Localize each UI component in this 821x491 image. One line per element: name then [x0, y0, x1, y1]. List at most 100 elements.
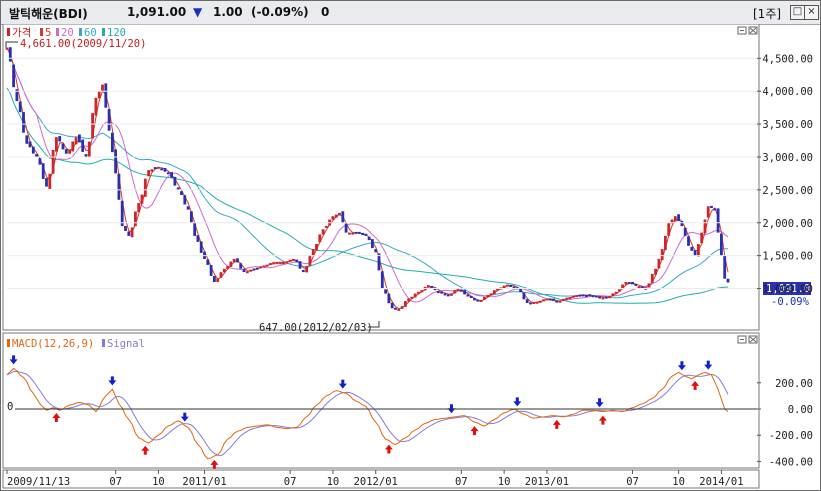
candle	[693, 250, 697, 256]
candle	[469, 296, 473, 298]
candle	[641, 286, 644, 289]
title-bar: 발틱해운(BDI) 1,091.00 ▼ 1.00 (-0.09%) 0 [1주…	[1, 1, 820, 25]
macd-tick-label: 0.00	[788, 404, 813, 416]
legend-ma20: 20	[61, 27, 74, 39]
candle	[565, 297, 569, 300]
candle	[41, 163, 45, 179]
candle	[364, 233, 368, 236]
candle	[371, 239, 374, 249]
candle	[377, 253, 381, 271]
close-icon[interactable]: ×	[804, 5, 819, 20]
macd-zero-label: 0	[7, 401, 13, 413]
period-button[interactable]: [1주]	[753, 7, 782, 21]
legend-ma120: 120	[107, 27, 126, 39]
candle	[677, 214, 680, 222]
candle	[143, 178, 147, 197]
candle	[321, 229, 325, 235]
x-tick-label: 10	[672, 476, 685, 488]
candle	[245, 271, 249, 274]
candle	[5, 47, 9, 50]
candle	[255, 267, 259, 270]
price-tick-label: 3,500.00	[762, 119, 813, 131]
ma5-legend-swatch	[40, 28, 43, 36]
candle	[525, 299, 529, 303]
price-change-percent: (-0.09%)	[251, 5, 309, 19]
low-annotation: 647.00(2012/02/03)	[259, 321, 380, 334]
candle	[723, 256, 727, 279]
candle	[249, 269, 252, 272]
candle	[127, 231, 131, 236]
candle	[183, 195, 187, 205]
candle	[97, 91, 101, 99]
candle	[150, 169, 154, 172]
candle	[687, 236, 690, 246]
low-pointer-icon	[368, 321, 380, 328]
price-panel-controls[interactable]	[737, 26, 758, 35]
price-legend-swatch	[7, 28, 10, 36]
candle	[654, 268, 657, 275]
candle	[259, 266, 262, 269]
maximize-icon[interactable]: □	[790, 5, 805, 20]
axes: 4,500.00 4,000.00 3,500.00 3,000.00 2,500.00…	[6, 53, 813, 488]
candle	[608, 296, 611, 299]
macd-tick-label: 200.00	[775, 378, 813, 390]
price-tick-label: 1,500.00	[762, 251, 813, 263]
candle	[134, 211, 137, 227]
candle	[367, 236, 371, 241]
candle	[664, 235, 667, 251]
candle	[275, 262, 279, 265]
candle	[8, 47, 12, 62]
candle	[190, 211, 193, 223]
candle	[404, 301, 407, 307]
legend-signal: Signal	[107, 338, 145, 350]
x-tick-label: 10	[152, 476, 165, 488]
candle	[38, 158, 42, 165]
candle	[509, 285, 513, 287]
macd-tick-label: -200.00	[769, 430, 813, 442]
candle	[479, 300, 483, 302]
candle	[522, 292, 526, 300]
price-tick-label: 3,000.00	[762, 152, 813, 164]
candle	[571, 295, 575, 298]
candle	[285, 261, 289, 264]
candle	[64, 149, 68, 154]
candle	[720, 233, 723, 256]
candle	[562, 298, 565, 301]
candle	[252, 268, 256, 271]
candle	[357, 231, 361, 234]
candle	[140, 194, 144, 204]
candle	[637, 286, 641, 289]
candle	[163, 168, 167, 172]
macd-legend-swatch	[7, 339, 10, 347]
candle	[308, 255, 312, 266]
candle	[489, 293, 493, 296]
candle	[265, 264, 269, 267]
candle	[621, 284, 624, 289]
candle	[384, 289, 387, 294]
candle	[186, 206, 190, 210]
last-price-marker-label: 1,091.00	[766, 283, 817, 295]
buy-signal-arrow-icon	[52, 413, 61, 422]
candle	[170, 172, 173, 178]
candle	[295, 259, 299, 263]
candle	[634, 283, 638, 286]
candle	[71, 141, 75, 152]
candle	[459, 289, 463, 292]
buy-signal-arrow-icon	[210, 459, 219, 469]
macd-legend: MACD(12,26,9) Signal	[7, 338, 145, 350]
candle	[130, 227, 134, 238]
macd-panel-controls[interactable]	[737, 335, 758, 344]
candle	[348, 232, 351, 235]
candle	[436, 291, 440, 294]
candle	[410, 296, 414, 299]
candle	[176, 187, 180, 190]
price-tick-label: 4,500.00	[762, 53, 813, 65]
x-tick-label: 2011/01	[182, 476, 226, 488]
candle	[334, 214, 338, 218]
candle	[598, 296, 601, 299]
sell-signal-arrow-icon	[595, 398, 604, 408]
candle	[22, 112, 25, 133]
candle	[453, 290, 457, 294]
high-annotation: 4,661.00(2009/11/20)	[5, 38, 146, 50]
legend-ma5: 5	[45, 27, 51, 39]
